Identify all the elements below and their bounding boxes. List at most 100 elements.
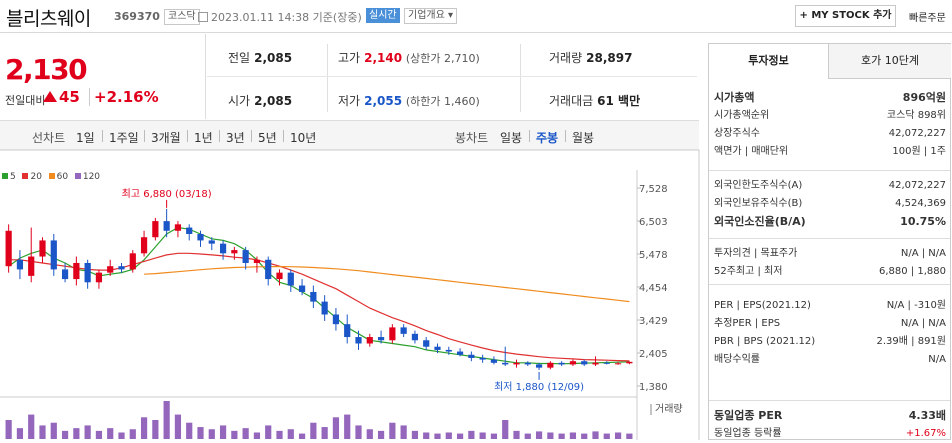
volume-bar (332, 417, 340, 439)
low-label: 저가 (338, 94, 361, 108)
candle-daily[interactable]: 일봉 (500, 131, 523, 145)
volume-bar (355, 425, 362, 439)
candle-monthly[interactable]: 월봉 (572, 131, 595, 145)
candle-body (73, 262, 80, 280)
info-value: 896억원 (902, 91, 946, 104)
volume-bar (377, 430, 385, 439)
volume-bar (186, 422, 193, 439)
period-1w[interactable]: 1주일 (109, 131, 139, 145)
period-1d[interactable]: 1일 (76, 131, 95, 145)
candle-body (535, 364, 543, 368)
info-label: 시가총액순위 (714, 110, 770, 121)
ma60-label: 60 (56, 172, 69, 182)
candle-body (50, 240, 57, 270)
info-value: 10.75% (900, 215, 946, 228)
candle-body (118, 266, 125, 270)
add-mystock-button[interactable]: + MY STOCK 추가 (795, 5, 896, 27)
current-price: 2,130 (5, 53, 88, 86)
period-5y[interactable]: 5년 (258, 131, 277, 145)
volume-bar (344, 414, 351, 439)
ma20-label: 20 (30, 172, 42, 182)
volume-bar (513, 430, 520, 439)
candle-body (614, 363, 622, 365)
volume-bar (276, 430, 283, 439)
volume-bar (547, 432, 554, 439)
candle-body (332, 314, 340, 325)
candle-body (186, 227, 193, 234)
candle-body (152, 221, 159, 238)
trade-value-value: 61 백만 (597, 94, 641, 108)
volume-bar (310, 422, 317, 439)
volume-bar (163, 401, 170, 439)
candle-body (242, 250, 249, 263)
company-overview-dropdown[interactable]: 기업개요 ▾ (404, 8, 457, 24)
ma120-label: 120 (82, 172, 101, 182)
info-value: 6,880 | 1,880 (879, 266, 946, 277)
open-label: 시가 (228, 94, 251, 108)
candle-body (174, 224, 182, 231)
info-label: 배당수익률 (714, 354, 760, 365)
info-label: 추정PER | EPS (714, 318, 781, 329)
info-row: 외국인소진율(B/A) 10.75% (714, 213, 946, 231)
candle-body (321, 301, 328, 315)
up-triangle-icon (43, 91, 57, 102)
info-row: 배당수익률 N/A (714, 351, 946, 369)
volume-bar (39, 425, 46, 439)
info-row: 추정PER | EPS N/A | N/A (714, 315, 946, 333)
calendar-icon (198, 12, 208, 22)
tab-orderbook[interactable]: 호가 10단계 (829, 44, 951, 79)
volume-bar (208, 429, 215, 439)
volume-bar (5, 420, 12, 439)
volume-bar (265, 425, 272, 439)
invest-info-panel: 투자정보 호가 10단계 시가총액 896억원 시가총액순위 코스닥 898위 상장주식… (708, 43, 951, 440)
ma-legend: 5 20 60 120 (1, 172, 100, 182)
period-3m[interactable]: 3개월 (151, 131, 181, 145)
ma5-label: 5 (10, 172, 16, 182)
trade-value: 거래대금 61 백만 (549, 92, 640, 109)
candle-weekly[interactable]: 주봉 (536, 131, 559, 145)
volume-bar (152, 420, 159, 439)
info-label: 외국인한도주식수(A) (714, 180, 803, 191)
market-badge: 코스닥 (164, 9, 200, 25)
volume-bar (253, 432, 261, 439)
price-change: 45 (43, 88, 80, 106)
ma20-line (8, 252, 630, 362)
period-10y[interactable]: 10년 (290, 131, 317, 145)
info-value: 4.33배 (908, 409, 946, 422)
info-row: 투자의견 | 목표주가 N/A | N/A (714, 245, 946, 263)
candle-body (140, 237, 148, 254)
candle-body (344, 324, 351, 338)
high-label: 고가 (338, 51, 361, 65)
period-1y[interactable]: 1년 (194, 131, 213, 145)
candle-body (129, 253, 136, 270)
candle-body (298, 285, 306, 292)
price-box: 2,130 전일대비 45 +2.16% (0, 34, 206, 119)
y-tick-label: 2,405 (639, 349, 668, 360)
y-tick-label: 1,380 (639, 382, 668, 393)
candle-body (468, 354, 475, 358)
volume-bar (535, 431, 543, 439)
candle-body (411, 333, 419, 341)
period-3y[interactable]: 3년 (226, 131, 245, 145)
low-annotation: 최저 1,880 (12/09) (494, 381, 584, 393)
candle-body (377, 337, 385, 341)
ma5-line (8, 226, 630, 365)
info-row: PER | EPS(2021.12) N/A | -310원 (714, 297, 946, 315)
timestamp-text: 2023.01.11 14:38 기준(장중) (211, 11, 362, 24)
info-row: 동일업종 등락률 +1.67% (714, 425, 946, 443)
candle-body (423, 340, 430, 347)
candle-body (5, 230, 12, 267)
volume-bar (50, 422, 57, 439)
info-label: 시가총액 (714, 91, 755, 104)
quick-order-link[interactable]: 빠른주문 (909, 13, 946, 24)
volume-bar (107, 428, 114, 439)
tab-invest-info[interactable]: 투자정보 (709, 44, 829, 79)
realtime-badge[interactable]: 실시간 (366, 8, 400, 23)
info-label: PBR | BPS (2021.12) (714, 336, 816, 347)
volume-bar (411, 430, 419, 439)
volume-bar (434, 433, 441, 439)
price-chart[interactable]: 7,528 6,503 5,478 4,454 3,429 2,405 1,380 거래량 최고… (0, 150, 700, 440)
volume-bar (84, 425, 91, 439)
stock-code: 369370 (114, 10, 160, 23)
candle-body (197, 233, 204, 241)
